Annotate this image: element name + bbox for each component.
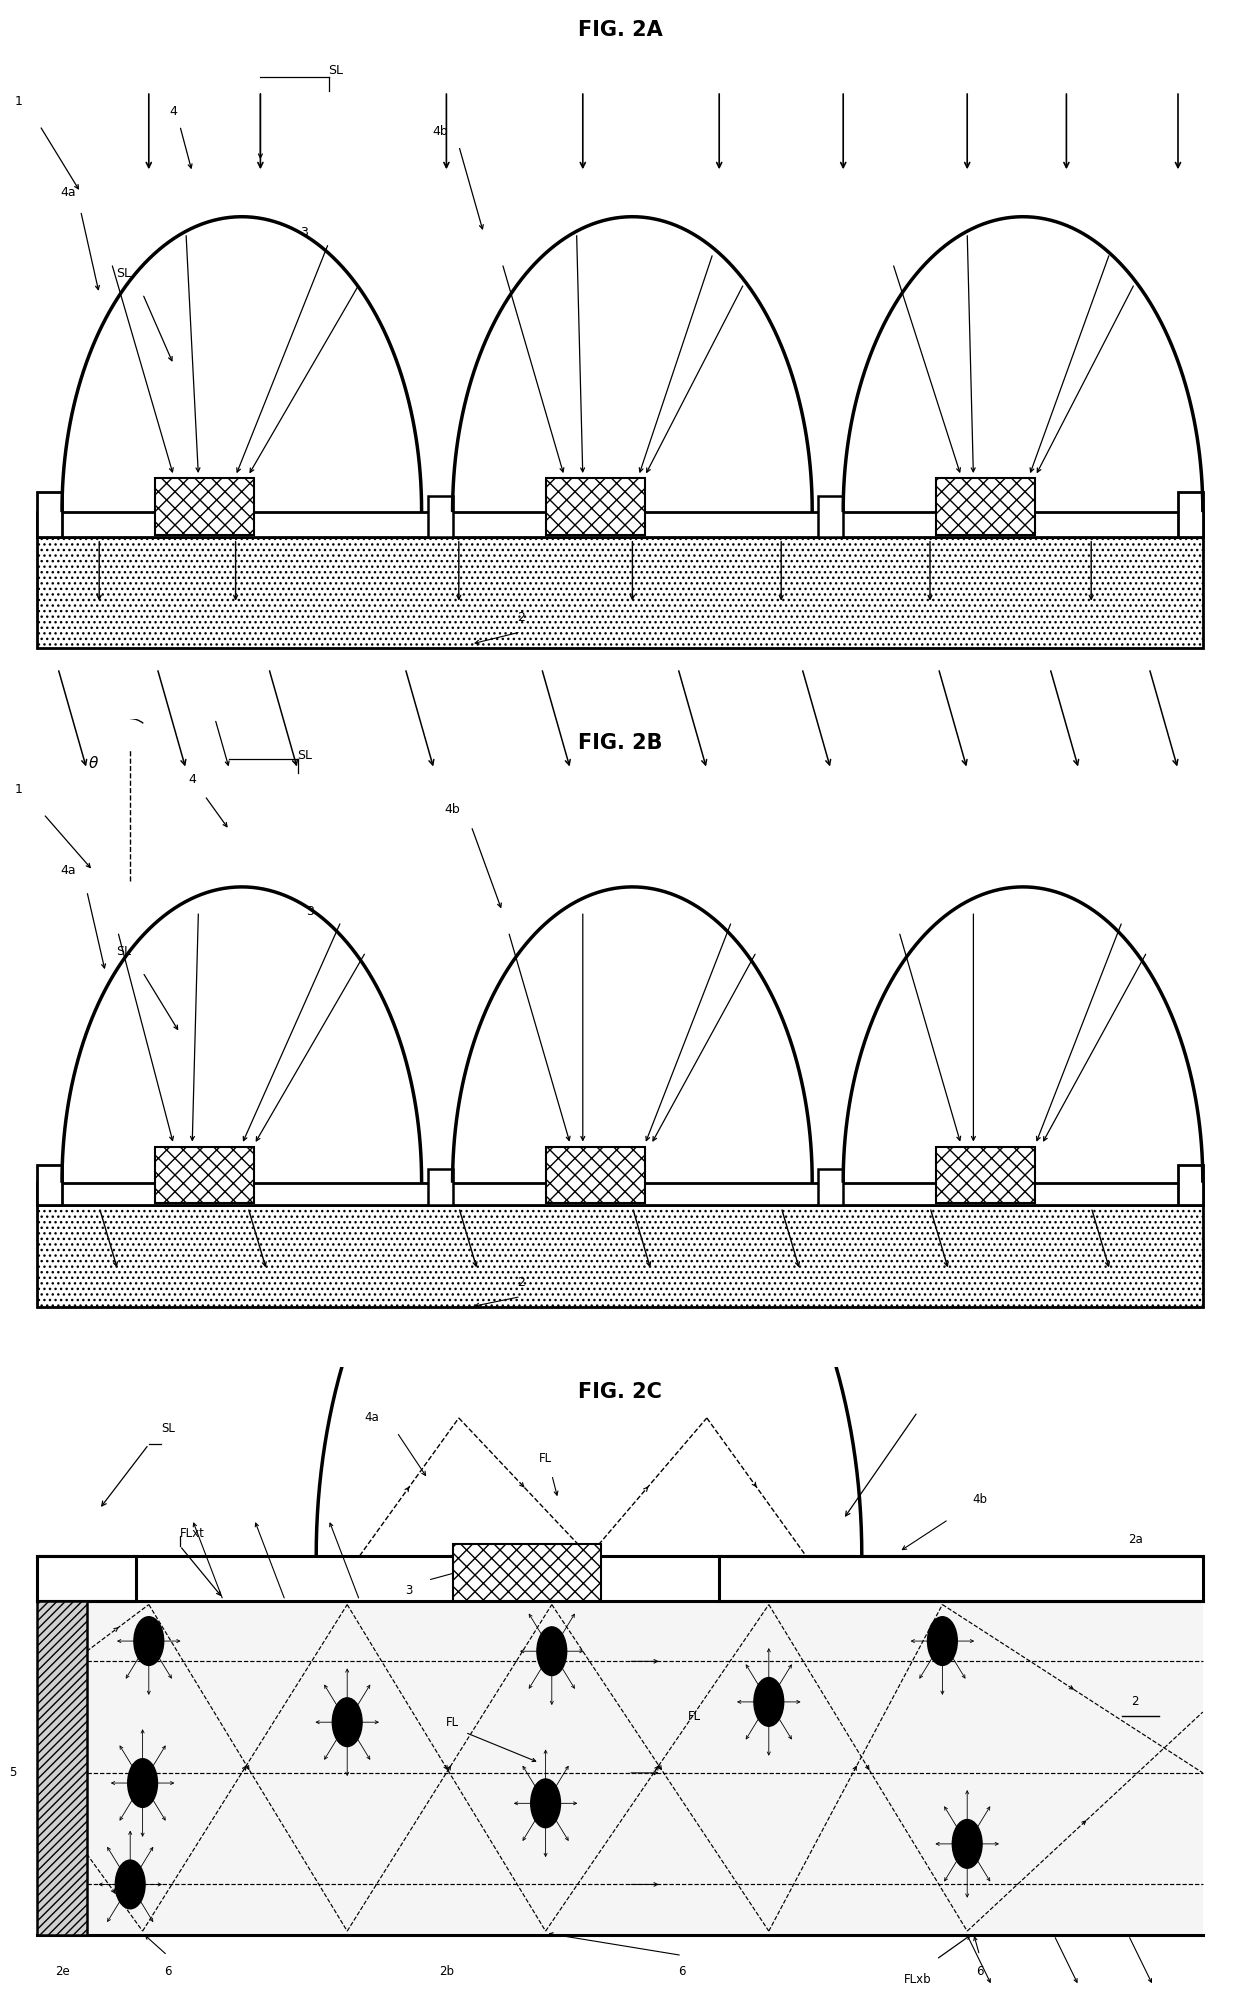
Text: 4b: 4b <box>433 126 448 138</box>
Bar <box>37 1184 1203 1206</box>
Bar <box>936 1146 1035 1204</box>
Text: 4: 4 <box>170 106 177 118</box>
Text: FIG. 2A: FIG. 2A <box>578 20 662 40</box>
Text: FIG. 2C: FIG. 2C <box>578 1381 662 1401</box>
Circle shape <box>754 1677 784 1727</box>
Text: SL: SL <box>117 946 131 958</box>
Bar <box>936 477 1035 535</box>
Bar <box>719 1557 1203 1601</box>
Text: 5: 5 <box>9 1766 16 1778</box>
Circle shape <box>928 1617 957 1665</box>
Circle shape <box>134 1617 164 1665</box>
Text: 4b: 4b <box>972 1493 987 1505</box>
Bar <box>37 1166 62 1206</box>
Text: 2e: 2e <box>55 1966 69 1978</box>
Text: 2: 2 <box>517 1275 525 1289</box>
Circle shape <box>537 1627 567 1675</box>
Bar <box>1178 493 1203 537</box>
Bar <box>155 477 254 535</box>
Bar <box>37 493 62 537</box>
Text: 2a: 2a <box>1128 1533 1143 1547</box>
Text: 3: 3 <box>405 1585 413 1597</box>
Text: 3: 3 <box>306 904 314 918</box>
Text: 2: 2 <box>1131 1695 1138 1709</box>
Text: 6: 6 <box>678 1966 686 1978</box>
Text: 6: 6 <box>976 1966 983 1978</box>
Text: 2: 2 <box>517 611 525 625</box>
Text: 4a: 4a <box>61 186 76 200</box>
Bar <box>546 477 645 535</box>
Text: FIG. 2B: FIG. 2B <box>578 733 662 752</box>
Text: FL: FL <box>688 1711 701 1723</box>
Bar <box>428 1170 453 1206</box>
Text: SL: SL <box>329 64 343 78</box>
Text: 3: 3 <box>300 226 308 240</box>
Bar <box>155 1146 254 1204</box>
Text: 2b: 2b <box>439 1966 454 1978</box>
Bar <box>1178 1166 1203 1206</box>
Bar <box>37 537 1203 649</box>
Text: 1: 1 <box>15 782 22 796</box>
Bar <box>37 513 1203 537</box>
Bar <box>428 497 453 537</box>
Text: SL: SL <box>161 1421 175 1435</box>
Text: θ: θ <box>88 756 98 770</box>
Text: 6: 6 <box>164 1966 171 1978</box>
Bar <box>37 1206 1203 1307</box>
Bar <box>37 1601 1203 1936</box>
Text: 4a: 4a <box>365 1411 379 1425</box>
Circle shape <box>952 1820 982 1868</box>
Text: 4: 4 <box>188 772 196 786</box>
Bar <box>37 1557 136 1601</box>
Text: FLxt: FLxt <box>180 1527 205 1541</box>
Bar <box>818 497 843 537</box>
Bar <box>546 1146 645 1204</box>
Text: 4a: 4a <box>61 864 76 876</box>
Text: FL: FL <box>539 1451 552 1465</box>
Text: SL: SL <box>298 748 312 762</box>
Text: 4b: 4b <box>445 802 460 816</box>
Circle shape <box>531 1778 560 1828</box>
Bar <box>453 1543 601 1601</box>
Text: SL: SL <box>117 267 131 279</box>
Circle shape <box>332 1699 362 1746</box>
Bar <box>37 1601 87 1936</box>
Text: 1: 1 <box>15 94 22 108</box>
Text: FL: FL <box>446 1717 459 1729</box>
Circle shape <box>128 1758 157 1808</box>
Text: FLxb: FLxb <box>904 1974 931 1986</box>
Circle shape <box>115 1860 145 1908</box>
Bar <box>818 1170 843 1206</box>
